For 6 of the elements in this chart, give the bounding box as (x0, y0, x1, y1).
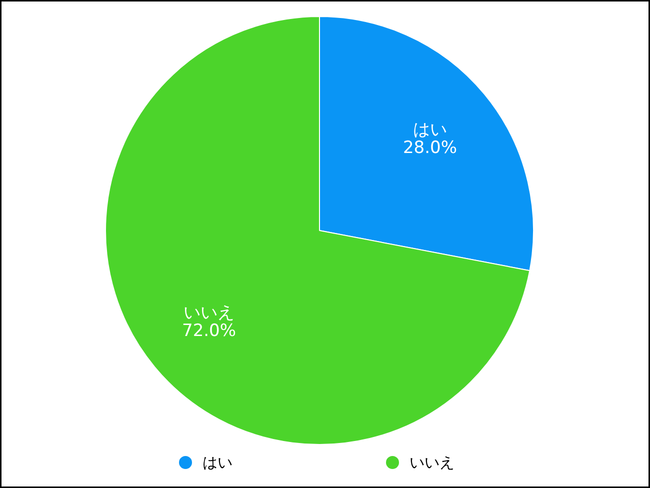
slice-label: はい (412, 120, 447, 140)
data-label: 72.0% (182, 320, 236, 341)
legend-label: いいえ (410, 454, 454, 472)
legend-label: はい (202, 454, 232, 472)
slice-label: いいえ (184, 302, 235, 323)
data-label: 28.0% (402, 138, 457, 158)
